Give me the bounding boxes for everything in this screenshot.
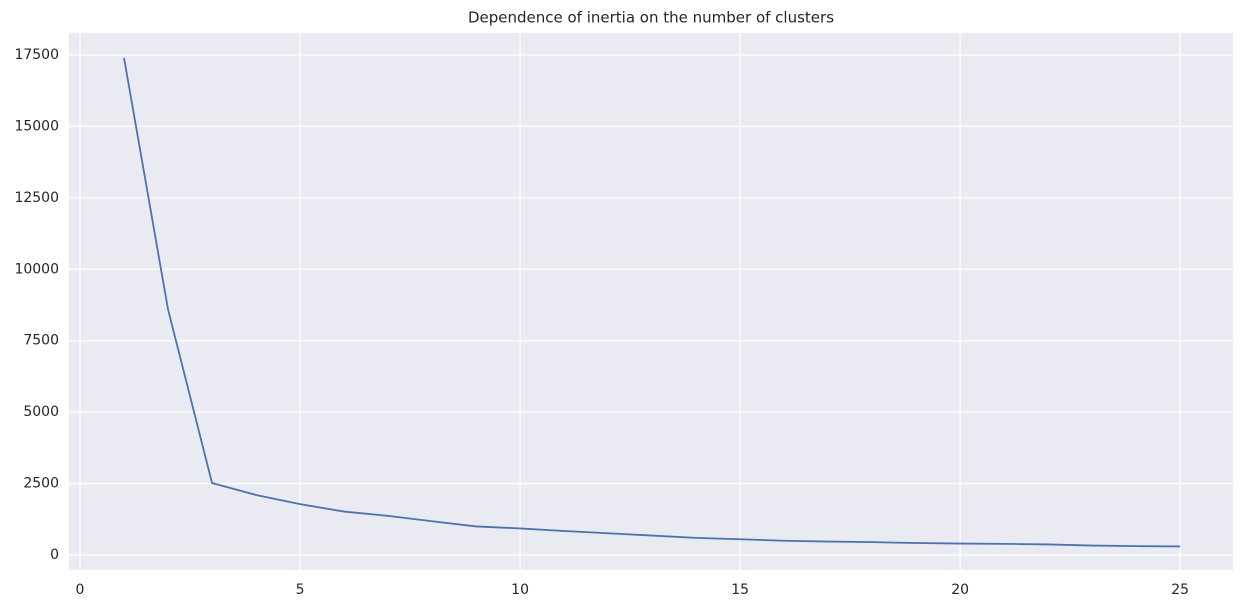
y-tick-label: 7500 xyxy=(23,333,59,349)
y-tick-label: 2500 xyxy=(23,476,59,492)
x-tick-label: 5 xyxy=(296,582,305,598)
y-tick-label: 5000 xyxy=(23,404,59,420)
y-tick-label: 15000 xyxy=(14,118,59,134)
y-tick-label: 0 xyxy=(50,547,59,563)
x-tick-label: 20 xyxy=(951,582,969,598)
x-tick-label: 0 xyxy=(76,582,85,598)
y-tick-label: 17500 xyxy=(14,47,59,63)
x-tick-label: 25 xyxy=(1171,582,1189,598)
y-tick-label: 10000 xyxy=(14,261,59,277)
x-tick-label: 10 xyxy=(511,582,529,598)
chart-title: Dependence of inertia on the number of c… xyxy=(468,9,834,27)
x-tick-label: 15 xyxy=(731,582,749,598)
y-tick-label: 12500 xyxy=(14,190,59,206)
plot-area xyxy=(69,33,1233,570)
data-line xyxy=(123,57,1181,548)
